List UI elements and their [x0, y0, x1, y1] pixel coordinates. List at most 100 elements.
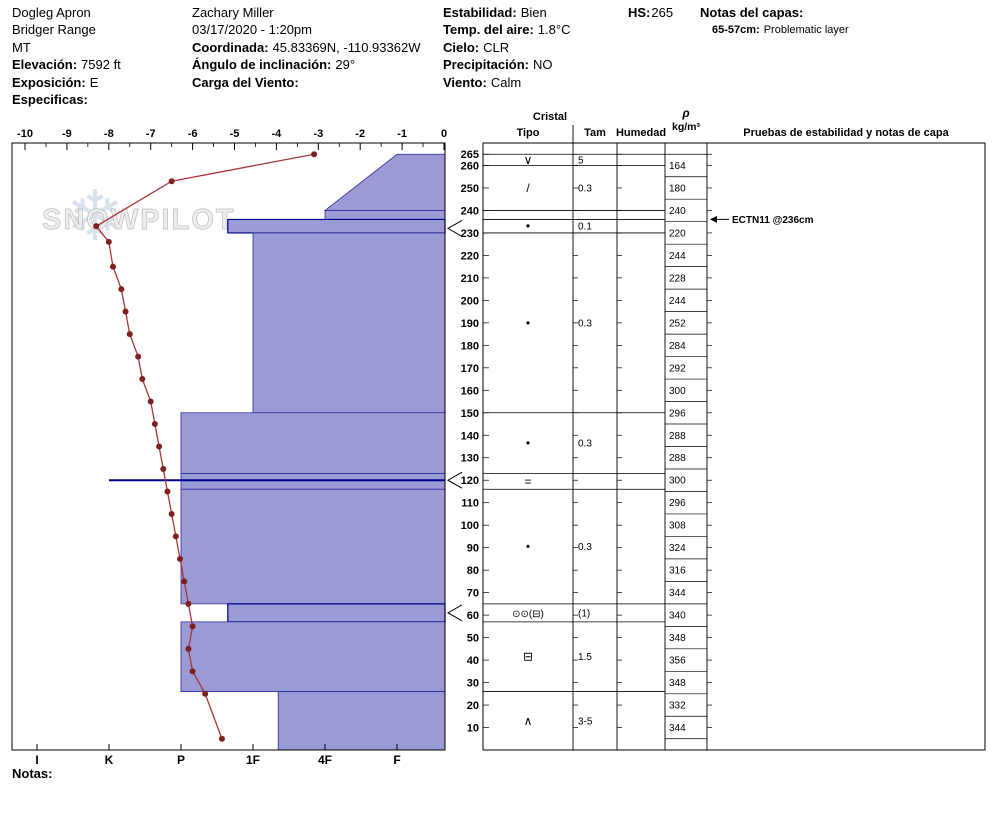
layer-marker-chevron — [446, 471, 463, 489]
depth-label: 10 — [467, 723, 479, 735]
temperature-point — [139, 376, 146, 383]
aspect-field: Exposición: E — [12, 74, 121, 91]
density-value: 348 — [669, 633, 686, 644]
density-value: 356 — [669, 656, 686, 667]
temperature-point — [185, 645, 192, 652]
crystal-size: (1) — [578, 608, 590, 619]
hs-label: HS: — [628, 5, 651, 20]
depth-label: 180 — [461, 340, 479, 352]
density-value: 296 — [669, 498, 686, 509]
layer-note: 65-57cm: Problematic layer — [712, 21, 849, 37]
depth-label: 265 — [461, 149, 479, 161]
snow-layer — [227, 218, 446, 234]
depth-label: 150 — [461, 408, 479, 420]
elevation-value: 7592 ft — [81, 57, 121, 73]
crystal-type: • — [526, 316, 530, 330]
temp-axis-label: -2 — [355, 128, 365, 140]
sky-field: Cielo: CLR — [443, 39, 570, 56]
depth-label: 250 — [461, 183, 479, 195]
density-value: 228 — [669, 273, 686, 284]
crystal-size: 0.3 — [578, 439, 592, 450]
header-rho-units: kg/m³ — [672, 121, 701, 133]
location-block: Dogleg Apron Bridger Range MT Elevación:… — [12, 4, 121, 108]
snow-layer — [180, 473, 446, 490]
coordinates-label: Coordinada: — [192, 39, 269, 55]
header-tests: Pruebas de estabilidad y notas de capa — [743, 127, 949, 139]
depth-label: 130 — [461, 453, 479, 465]
snow-height-block: HS:265 — [628, 4, 673, 21]
temperature-point — [118, 286, 125, 293]
density-value: 284 — [669, 341, 686, 352]
hardness-axis-label: P — [177, 753, 185, 767]
temperature-point — [177, 555, 184, 562]
density-value: 340 — [669, 611, 686, 622]
depth-label: 30 — [467, 678, 479, 690]
snow-layer — [227, 603, 446, 623]
mountain-range: Bridger Range — [12, 22, 96, 38]
depth-label: 230 — [461, 228, 479, 240]
density-value: 344 — [669, 588, 686, 599]
depth-label: 160 — [461, 385, 479, 397]
temp-axis-label: -1 — [397, 128, 407, 140]
layer-table: Cristal Tipo Tam Humedad ρkg/m³ Pruebas de es… — [482, 106, 986, 751]
header-cristal: Cristal — [533, 111, 567, 123]
depth-label: 20 — [467, 700, 479, 712]
header-rho: ρ — [681, 106, 689, 120]
density-value: 244 — [669, 251, 686, 262]
crystal-size: 5 — [578, 155, 584, 166]
plot-border — [11, 142, 446, 751]
snow-layer — [252, 232, 446, 414]
layer-notes-block: Notas del capas: 65-57cm: Problematic lay… — [700, 4, 849, 37]
wind-field: Viento: Calm — [443, 74, 570, 91]
air-temp-label: Temp. del aire: — [443, 22, 534, 38]
snowpilot-watermark: ❄SNOWPILOT — [42, 177, 234, 255]
depth-label: 40 — [467, 655, 479, 667]
temp-axis-label: 0 — [441, 128, 447, 140]
temp-axis-label: -9 — [62, 128, 72, 140]
density-value: 300 — [669, 386, 686, 397]
hardness-axis-label: K — [105, 753, 114, 767]
density-value: 240 — [669, 206, 686, 217]
snow-layer — [323, 153, 446, 211]
hs-value: 265 — [651, 5, 674, 20]
temp-axis-label: -10 — [17, 128, 33, 140]
header-humedad: Humedad — [616, 127, 666, 139]
wind-label: Viento: — [443, 74, 487, 90]
density-value: 180 — [669, 183, 686, 194]
hardness-axis-label: F — [393, 753, 400, 767]
depth-label: 50 — [467, 633, 479, 645]
crystal-type: • — [526, 436, 530, 450]
temp-axis-label: -7 — [146, 128, 156, 140]
sky-label: Cielo: — [443, 39, 480, 55]
elevation-label: Elevación: — [12, 57, 78, 73]
crystal-type: ⊙⊙(⊟) — [512, 609, 544, 620]
density-value: 308 — [669, 521, 686, 532]
snow-layer — [180, 621, 446, 692]
plot-frame: -10 -9 -8 -7 -6 -5 -4 -3 -2 -1 0I K P 1F 4F F — [11, 128, 447, 767]
pit-notes-field: Notas: — [12, 766, 52, 781]
slope-angle-value: 29° — [335, 57, 356, 73]
sky-value: CLR — [483, 39, 510, 55]
crystal-type: ⊟ — [523, 650, 533, 664]
temperature-point — [122, 308, 129, 315]
temperature-point — [218, 735, 225, 742]
precip-label: Precipitación: — [443, 57, 529, 73]
stability-value: Bien — [520, 5, 547, 20]
aspect-value: E — [89, 74, 99, 90]
temperature-point — [189, 668, 196, 675]
temperature-point — [202, 690, 209, 697]
density-value: 288 — [669, 453, 686, 464]
specifics-field: Especificas: — [12, 91, 121, 108]
temp-axis-label: -4 — [272, 128, 283, 140]
crystal-type: / — [526, 181, 530, 195]
density-value: 164 — [669, 161, 686, 172]
coordinates-value: 45.83369N, -110.93362W — [272, 39, 421, 55]
snow-layer — [277, 691, 446, 751]
temperature-point — [172, 533, 179, 540]
layer-note-text: Problematic layer — [763, 24, 849, 37]
air-temp-field: Temp. del aire: 1.8°C — [443, 21, 570, 38]
test-arrow-head — [710, 215, 717, 223]
hardness-profile — [109, 153, 446, 751]
